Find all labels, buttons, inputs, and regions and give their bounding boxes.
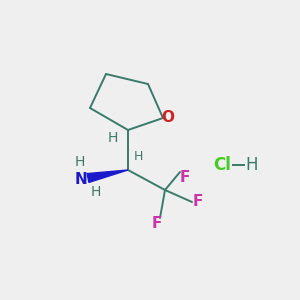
Text: H: H [75,155,85,169]
Text: N: N [75,172,87,187]
Text: H: H [246,156,258,174]
Text: F: F [180,169,190,184]
Polygon shape [87,170,128,182]
Text: H: H [133,151,143,164]
Text: O: O [161,110,175,125]
Text: F: F [193,194,203,209]
Text: F: F [152,215,162,230]
Text: H: H [108,131,118,145]
Text: Cl: Cl [213,156,231,174]
Text: H: H [91,185,101,199]
